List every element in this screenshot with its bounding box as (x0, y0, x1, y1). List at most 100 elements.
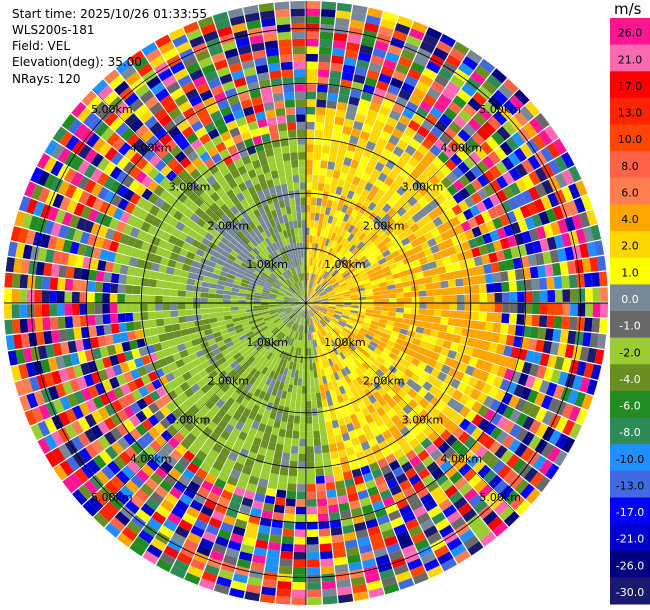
velocity-bin (306, 446, 314, 454)
velocity-bin (299, 431, 306, 439)
velocity-bin (295, 316, 300, 324)
velocity-bin (370, 410, 380, 421)
velocity-bin (121, 465, 136, 480)
velocity-bin (452, 134, 466, 148)
velocity-bin (464, 303, 473, 311)
velocity-bin (343, 231, 351, 240)
velocity-bin (309, 227, 314, 236)
velocity-bin (313, 304, 321, 307)
velocity-bin (461, 83, 477, 97)
velocity-bin (446, 510, 462, 524)
velocity-bin (406, 35, 422, 48)
velocity-bin (377, 387, 387, 397)
velocity-bin (312, 294, 319, 300)
velocity-bin (425, 282, 434, 290)
velocity-bin (197, 486, 210, 499)
velocity-bin (549, 342, 560, 356)
velocity-bin (458, 431, 471, 444)
velocity-bin (336, 101, 348, 111)
velocity-bin (440, 558, 457, 572)
velocity-bin (306, 303, 313, 307)
velocity-bin (443, 107, 458, 121)
velocity-bin (210, 394, 221, 404)
velocity-bin (528, 404, 541, 419)
velocity-bin (306, 1, 321, 9)
velocity-bin (273, 380, 281, 390)
velocity-bin (377, 209, 387, 219)
velocity-bin (316, 313, 323, 319)
velocity-bin (502, 171, 515, 186)
velocity-bin (333, 234, 340, 243)
velocity-bin (125, 284, 134, 294)
velocity-bin (343, 338, 351, 346)
velocity-bin (462, 123, 477, 137)
velocity-bin (411, 338, 421, 346)
velocity-bin (346, 345, 354, 354)
velocity-bin (492, 376, 504, 389)
velocity-bin (392, 103, 405, 115)
velocity-bin (422, 269, 432, 278)
velocity-bin (431, 323, 441, 331)
velocity-bin (306, 212, 311, 220)
velocity-bin (527, 338, 538, 351)
velocity-bin (515, 163, 528, 178)
velocity-bin (261, 366, 269, 375)
velocity-bin (258, 524, 271, 535)
velocity-bin (380, 464, 392, 476)
velocity-bin (227, 451, 239, 462)
velocity-bin (290, 152, 298, 161)
velocity-bin (359, 44, 374, 55)
velocity-bin (257, 372, 265, 382)
velocity-bin (334, 312, 342, 317)
velocity-bin (407, 409, 419, 421)
velocity-bin (517, 291, 525, 303)
velocity-bin (423, 231, 434, 241)
velocity-bin (365, 358, 374, 367)
velocity-bin (360, 465, 371, 476)
velocity-bin (301, 317, 304, 326)
velocity-bin (274, 1, 290, 11)
velocity-bin (297, 144, 306, 153)
velocity-bin (316, 330, 322, 339)
velocity-bin (298, 347, 302, 356)
velocity-bin (448, 101, 462, 115)
velocity-bin (468, 493, 483, 508)
velocity-bin (42, 276, 51, 290)
velocity-bin (534, 392, 546, 407)
velocity-bin (388, 109, 402, 121)
velocity-bin (290, 1, 305, 9)
velocity-bin (382, 392, 392, 403)
velocity-bin (487, 151, 501, 165)
velocity-bin (410, 61, 425, 74)
velocity-bin (354, 521, 367, 532)
velocity-bin (401, 443, 413, 455)
velocity-bin (342, 291, 351, 295)
velocity-bin (474, 146, 488, 160)
velocity-bin (34, 289, 43, 303)
velocity-bin (299, 182, 306, 190)
velocity-bin (349, 19, 365, 30)
velocity-bin (339, 256, 347, 264)
velocity-bin (498, 333, 508, 345)
velocity-bin (522, 267, 532, 280)
velocity-bin (464, 196, 476, 208)
velocity-bin (348, 331, 357, 339)
velocity-bin (483, 183, 496, 197)
velocity-bin (306, 197, 312, 205)
velocity-bin (535, 476, 551, 493)
velocity-bin (446, 397, 458, 409)
velocity-bin (335, 297, 344, 300)
velocity-bin (445, 386, 457, 397)
velocity-bin (356, 241, 365, 250)
velocity-bin (155, 435, 168, 448)
velocity-bin (488, 440, 502, 455)
velocity-bin (417, 314, 427, 322)
velocity-bin (88, 326, 98, 338)
velocity-bin (546, 236, 557, 251)
velocity-bin (187, 480, 201, 493)
velocity-bin (264, 368, 272, 377)
velocity-bin (337, 586, 353, 596)
velocity-bin (341, 204, 349, 214)
velocity-bin (352, 420, 362, 430)
velocity-bin (349, 353, 357, 362)
